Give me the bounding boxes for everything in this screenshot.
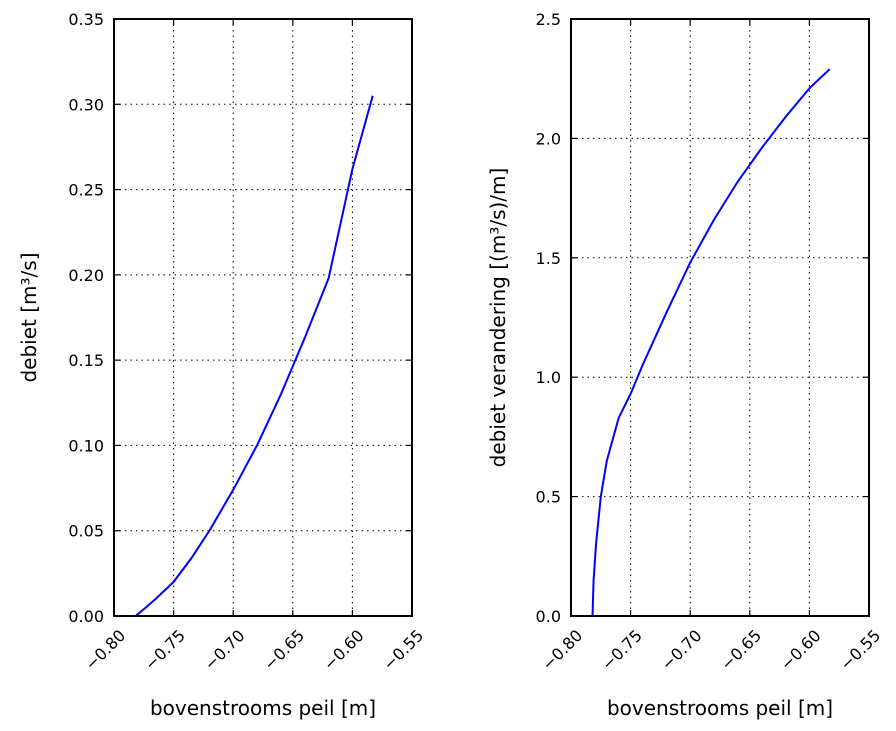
- y-axis-label: debiet verandering [(m³/s)/m]: [486, 168, 510, 468]
- plot-frame: [113, 18, 413, 617]
- x-tick-label: −0.80: [538, 626, 586, 674]
- y-tick-label: 0.05: [68, 522, 104, 541]
- x-tick-label: −0.70: [200, 626, 248, 674]
- chart-right: −0.80 −0.75 −0.70 −0.65 −0.60 −0.55 0.0 0.5 1.0 1…: [486, 10, 884, 720]
- y-axis-label: debiet [m³/s]: [17, 252, 41, 382]
- y-tick-label: 0.5: [536, 488, 561, 507]
- y-tick-label: 2.5: [536, 10, 561, 29]
- y-tick-label: 0.00: [68, 607, 104, 626]
- series-line: [134, 95, 374, 617]
- x-tick-label: −0.70: [657, 626, 705, 674]
- x-axis-label: bovenstrooms peil [m]: [150, 696, 376, 720]
- y-tick-label: 0.20: [68, 266, 104, 285]
- x-tick-label: −0.55: [836, 626, 884, 674]
- series-line: [591, 68, 831, 617]
- x-axis-label: bovenstrooms peil [m]: [607, 696, 833, 720]
- x-tick-label: −0.75: [598, 626, 646, 674]
- y-tick-label: 0.15: [68, 351, 104, 370]
- y-tick-label: 0.0: [536, 607, 561, 626]
- x-tick-label: −0.65: [260, 626, 308, 674]
- plot-frame: [570, 18, 870, 617]
- y-tick-label: 1.5: [536, 249, 561, 268]
- y-tick-label: 2.0: [536, 129, 561, 148]
- y-tick-label: 0.30: [68, 95, 104, 114]
- y-tick-label: 1.0: [536, 368, 561, 387]
- chart-left: −0.80 −0.75 −0.70 −0.65 −0.60 −0.55 0.00 0.05 0.…: [17, 10, 427, 720]
- y-tick-label: 0.25: [68, 181, 104, 200]
- x-tick-label: −0.80: [81, 626, 129, 674]
- y-tick-label: 0.10: [68, 436, 104, 455]
- y-tick-label: 0.35: [68, 10, 104, 29]
- x-tick-label: −0.55: [379, 626, 427, 674]
- x-tick-label: −0.65: [717, 626, 765, 674]
- x-tick-label: −0.60: [320, 626, 368, 674]
- x-tick-label: −0.75: [141, 626, 189, 674]
- x-tick-label: −0.60: [777, 626, 825, 674]
